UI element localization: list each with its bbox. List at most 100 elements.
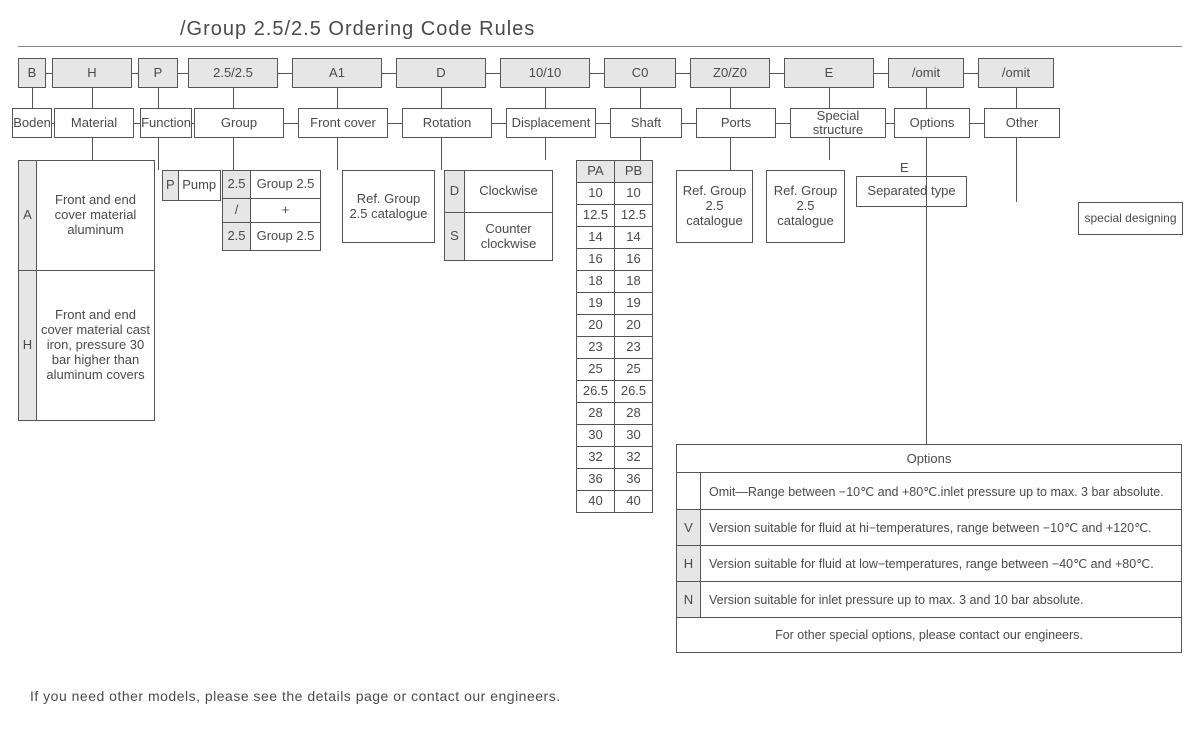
material-key-a: A: [19, 161, 37, 271]
shaft-table: Ref. Group 2.5 catalogue: [676, 170, 753, 243]
code-cell-6: 10/10: [500, 58, 590, 88]
ports-table: Ref. Group 2.5 catalogue: [766, 170, 845, 243]
disp-cell: 10: [615, 183, 653, 205]
disp-cell: 25: [577, 359, 615, 381]
group-v1: +: [251, 199, 321, 223]
disp-cell: 20: [577, 315, 615, 337]
label-cell-0: Boden: [12, 108, 52, 138]
disp-cell: 19: [577, 293, 615, 315]
options-text: Version suitable for fluid at low−temper…: [701, 545, 1181, 581]
material-table: A Front and end cover material aluminum …: [18, 160, 155, 421]
title-divider: [18, 46, 1182, 47]
label-cell-11: Other: [984, 108, 1060, 138]
footer-note: If you need other models, please see the…: [30, 688, 561, 704]
label-cell-10: Options: [894, 108, 970, 138]
code-cell-3: 2.5/2.5: [188, 58, 278, 88]
options-key: [677, 473, 701, 509]
rotation-key-s: S: [445, 213, 465, 261]
material-text-h: Front and end cover material cast iron, …: [37, 271, 155, 421]
page-title: /Group 2.5/2.5 Ordering Code Rules: [180, 18, 535, 41]
code-cell-10: /omit: [888, 58, 964, 88]
code-cell-7: C0: [604, 58, 676, 88]
disp-cell: 36: [577, 469, 615, 491]
disp-cell: 36: [615, 469, 653, 491]
options-text: Omit—Range between −10℃ and +80℃.inlet p…: [701, 473, 1181, 509]
rotation-text-d: Clockwise: [465, 171, 553, 213]
code-cell-0: B: [18, 58, 46, 88]
special-key-label: E: [900, 160, 909, 175]
disp-cell: 10: [577, 183, 615, 205]
code-cell-2: P: [138, 58, 178, 88]
group-k2: 2.5: [223, 223, 251, 251]
options-key: V: [677, 509, 701, 545]
label-row: BodenMaterialFunctionGroupFront coverRot…: [18, 108, 1060, 138]
disp-header: PB: [615, 161, 653, 183]
disp-cell: 18: [577, 271, 615, 293]
disp-cell: 20: [615, 315, 653, 337]
disp-cell: 40: [615, 491, 653, 513]
code-row: BHP2.5/2.5A1D10/10C0Z0/Z0E/omit/omit: [18, 58, 1054, 88]
function-text: Pump: [178, 171, 220, 201]
code-cell-4: A1: [292, 58, 382, 88]
group-k0: 2.5: [223, 171, 251, 199]
group-table: 2.5Group 2.5 /+ 2.5Group 2.5: [222, 170, 321, 251]
group-v0: Group 2.5: [251, 171, 321, 199]
label-cell-6: Displacement: [506, 108, 596, 138]
displacement-table: PAPB101012.512.5141416161818191920202323…: [576, 160, 653, 513]
label-cell-3: Group: [194, 108, 284, 138]
options-text: Version suitable for inlet pressure up t…: [701, 581, 1181, 617]
other-text: special designing: [1079, 203, 1183, 235]
rotation-key-d: D: [445, 171, 465, 213]
code-cell-5: D: [396, 58, 486, 88]
label-cell-1: Material: [54, 108, 134, 138]
disp-header: PA: [577, 161, 615, 183]
label-cell-9: Special structure: [790, 108, 886, 138]
disp-cell: 32: [615, 447, 653, 469]
disp-cell: 16: [577, 249, 615, 271]
function-key: P: [163, 171, 179, 201]
disp-cell: 26.5: [615, 381, 653, 403]
disp-cell: 14: [577, 227, 615, 249]
ports-text: Ref. Group 2.5 catalogue: [767, 171, 845, 243]
disp-cell: 28: [577, 403, 615, 425]
options-text: Version suitable for fluid at hi−tempera…: [701, 509, 1181, 545]
disp-cell: 16: [615, 249, 653, 271]
options-key: H: [677, 545, 701, 581]
disp-cell: 14: [615, 227, 653, 249]
label-cell-5: Rotation: [402, 108, 492, 138]
disp-cell: 30: [615, 425, 653, 447]
group-k1: /: [223, 199, 251, 223]
disp-cell: 23: [615, 337, 653, 359]
label-cell-8: Ports: [696, 108, 776, 138]
disp-cell: 30: [577, 425, 615, 447]
disp-cell: 28: [615, 403, 653, 425]
material-text-a: Front and end cover material aluminum: [37, 161, 155, 271]
other-table: special designing: [1078, 202, 1183, 235]
label-cell-7: Shaft: [610, 108, 682, 138]
disp-cell: 25: [615, 359, 653, 381]
options-title: Options: [677, 445, 1181, 473]
disp-cell: 19: [615, 293, 653, 315]
options-footer: For other special options, please contac…: [677, 617, 1181, 652]
frontcover-table: Ref. Group 2.5 catalogue: [342, 170, 435, 243]
code-cell-9: E: [784, 58, 874, 88]
disp-cell: 32: [577, 447, 615, 469]
special-table: Separated type: [856, 176, 967, 207]
disp-cell: 12.5: [577, 205, 615, 227]
disp-cell: 23: [577, 337, 615, 359]
options-key: N: [677, 581, 701, 617]
rotation-text-s: Counter clockwise: [465, 213, 553, 261]
special-text: Separated type: [857, 177, 967, 207]
disp-cell: 26.5: [577, 381, 615, 403]
label-cell-2: Function: [140, 108, 192, 138]
options-box: Options Omit—Range between −10℃ and +80℃…: [676, 444, 1182, 653]
material-key-h: H: [19, 271, 37, 421]
shaft-text: Ref. Group 2.5 catalogue: [677, 171, 753, 243]
disp-cell: 18: [615, 271, 653, 293]
disp-cell: 40: [577, 491, 615, 513]
disp-cell: 12.5: [615, 205, 653, 227]
frontcover-text: Ref. Group 2.5 catalogue: [343, 171, 435, 243]
function-table: P Pump: [162, 170, 221, 201]
rotation-table: DClockwise SCounter clockwise: [444, 170, 553, 261]
code-cell-11: /omit: [978, 58, 1054, 88]
